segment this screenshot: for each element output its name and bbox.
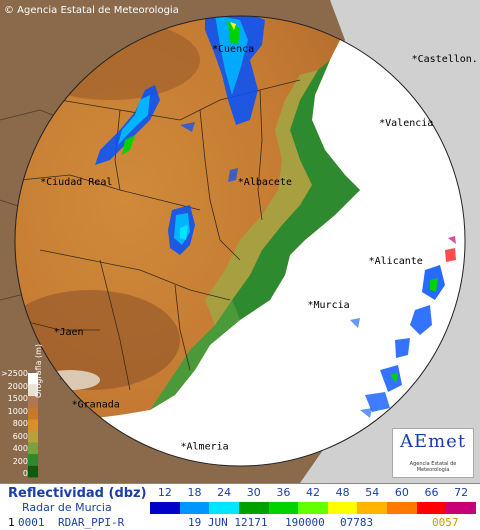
city-label-murcia: *Murcia — [308, 300, 350, 311]
orography-tick: 400 — [12, 444, 28, 453]
city-label-cuenca: *Cuenca — [212, 44, 254, 55]
legend-level-label: 66 — [424, 486, 439, 499]
orography-swatch — [28, 431, 38, 443]
orography-tick: 1000 — [7, 406, 28, 416]
orography-tick: >2500 — [0, 369, 28, 378]
legend-color-swatch — [446, 502, 477, 514]
status-channel: 0001 — [18, 516, 45, 529]
orography-swatch — [28, 465, 38, 478]
legend-level-label: 60 — [394, 486, 409, 499]
orography-swatch — [28, 396, 38, 408]
legend-color-swatch — [179, 502, 210, 514]
status-extra: 07783 — [340, 516, 374, 529]
status-date: 19 JUN 12171 — [188, 516, 268, 529]
logo-name: AEmet — [399, 431, 467, 452]
orography-swatch — [28, 407, 38, 420]
orography-tick: 800 — [12, 419, 28, 428]
legend-color-swatch — [150, 502, 180, 514]
coastal-lowlands — [232, 60, 360, 320]
radar-echoes — [95, 16, 465, 418]
status-tail: 0057 — [432, 516, 459, 529]
reflectivity-legend: Reflectividad (dbz) Radar de Murcia 12 18… — [0, 483, 480, 516]
status-code: 190000 — [285, 516, 325, 529]
legend-level-label: 72 — [454, 486, 469, 499]
legend-level-label: 24 — [217, 486, 232, 499]
legend-level-label: 42 — [306, 486, 320, 499]
city-label-alicante: *Alicante — [369, 256, 423, 267]
legend-level-label: 36 — [276, 486, 291, 499]
orography-swatch — [28, 442, 38, 455]
legend-title: Reflectividad (dbz) — [8, 486, 147, 501]
legend-level-label: 30 — [246, 486, 261, 499]
green-foothills — [150, 300, 240, 410]
orography-tick: 600 — [12, 431, 28, 441]
legend-color-scale — [150, 502, 477, 514]
legend-color-swatch — [327, 502, 358, 514]
legend-level-label: 54 — [365, 486, 380, 499]
status-marker: 1 — [8, 516, 15, 529]
orography-title: Orografia (m) — [34, 343, 43, 398]
legend-level-label: 18 — [187, 486, 202, 499]
legend-color-swatch — [238, 502, 269, 514]
status-product: RDAR_PPI-R — [58, 516, 125, 529]
legend-level-label: 12 — [157, 486, 172, 499]
city-label-albacete: *Albacete — [238, 177, 292, 188]
aemet-logo: AEmet Agencia Estatal de Meteorología — [392, 428, 474, 478]
legend-color-swatch — [268, 502, 299, 514]
city-label-granada: *Granada — [72, 400, 120, 411]
credit-text: © Agencia Estatal de Meteorologia — [4, 5, 179, 16]
orography-tick: 2000 — [7, 381, 28, 391]
city-label-jaen: *Jaen — [53, 327, 83, 338]
province-borders — [19, 79, 301, 391]
radar-range-ring — [14, 15, 466, 467]
orography-swatch — [28, 419, 38, 431]
legend-color-swatch — [209, 502, 239, 514]
orography-tick: 0 — [22, 469, 28, 478]
legend-level-label: 48 — [335, 486, 350, 499]
city-labels: *Cuenca *Castellon. *Valencia *Ciudad Real *… — [40, 44, 478, 452]
legend-color-swatch — [357, 502, 388, 514]
status-bar: 1 0001 RDAR_PPI-R 19 JUN 12171 190000 07… — [0, 515, 480, 530]
orography-swatch — [28, 373, 38, 385]
city-label-almeria: *Almeria — [180, 441, 228, 452]
legend-color-swatch — [416, 502, 447, 514]
city-label-castellon: *Castellon. — [412, 54, 478, 65]
orography-swatch — [28, 384, 38, 397]
orography-swatch — [28, 454, 38, 466]
orography-tick: 200 — [12, 456, 28, 466]
logo-subtitle: Agencia Estatal de Meteorología — [409, 461, 457, 473]
foothills-band — [205, 70, 318, 325]
city-label-valencia: *Valencia — [379, 118, 433, 129]
legend-color-swatch — [298, 502, 328, 514]
radar-map: © Agencia Estatal de Meteorologia *Cuenc… — [0, 0, 480, 483]
legend-levels: 12 18 24 30 36 42 48 54 60 66 72 — [150, 486, 476, 500]
legend-subtitle: Radar de Murcia — [22, 501, 112, 514]
orography-scale — [28, 373, 38, 478]
legend-color-swatch — [387, 502, 417, 514]
city-label-ciudadreal: *Ciudad Real — [40, 177, 112, 188]
orography-tick: 1500 — [7, 394, 28, 403]
